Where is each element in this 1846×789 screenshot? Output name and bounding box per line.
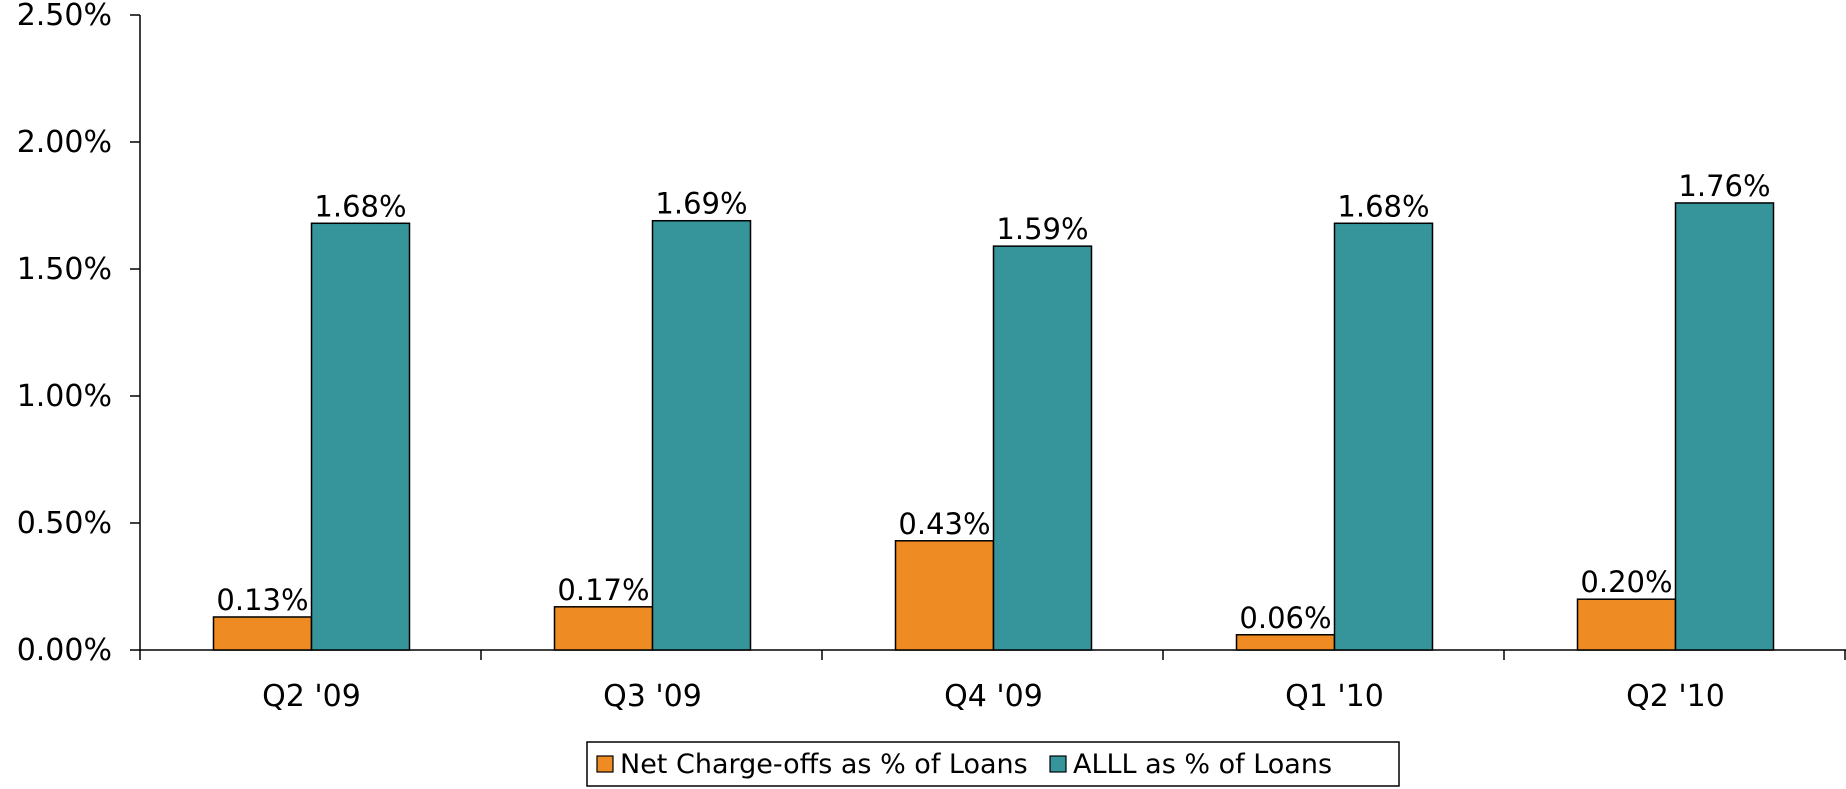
data-labels: 0.13% 1.68% 0.17% 1.69% 0.43% 1.59% 0.06% 1.68%… bbox=[216, 169, 1770, 635]
x-tick-label: Q3 '09 bbox=[603, 679, 702, 714]
bar-alll bbox=[310, 222, 411, 651]
data-label: 0.17% bbox=[557, 573, 649, 607]
data-label: 0.20% bbox=[1580, 565, 1672, 599]
x-tick-label: Q2 '10 bbox=[1626, 679, 1725, 714]
y-tick-label: 2.00% bbox=[17, 125, 112, 160]
x-tick-label: Q1 '10 bbox=[1285, 679, 1384, 714]
x-tick-label: Q2 '09 bbox=[262, 679, 361, 714]
data-label: 0.43% bbox=[898, 507, 990, 541]
y-tick-label: 1.00% bbox=[17, 379, 112, 414]
data-label: 1.68% bbox=[314, 189, 406, 223]
bar-alll bbox=[992, 245, 1093, 651]
y-tick-label: 2.50% bbox=[17, 0, 112, 33]
bar-net-charge-offs bbox=[1235, 634, 1336, 651]
data-label: 1.69% bbox=[655, 187, 747, 221]
y-tick-label: 0.50% bbox=[17, 506, 112, 541]
legend-label: Net Charge-offs as % of Loans bbox=[620, 749, 1028, 780]
data-label: 1.68% bbox=[1337, 189, 1429, 223]
y-tick-label: 1.50% bbox=[17, 252, 112, 287]
y-axis: 0.00% 0.50% 1.00% 1.50% 2.00% 2.50% bbox=[17, 0, 141, 668]
bars bbox=[212, 202, 1775, 651]
legend-label: ALLL as % of Loans bbox=[1073, 749, 1332, 780]
bar-net-charge-offs bbox=[212, 616, 313, 651]
x-tick-label: Q4 '09 bbox=[944, 679, 1043, 714]
y-tick-label: 0.00% bbox=[17, 633, 112, 668]
bar-alll bbox=[651, 219, 752, 651]
legend-swatch-alll bbox=[1049, 755, 1067, 773]
legend-box bbox=[586, 741, 1400, 787]
legend-swatch-net-charge-offs bbox=[596, 755, 614, 773]
bar-alll bbox=[1333, 222, 1434, 651]
data-label: 0.13% bbox=[216, 583, 308, 617]
data-label: 1.76% bbox=[1678, 169, 1770, 203]
bar-alll bbox=[1674, 202, 1775, 651]
bar-net-charge-offs bbox=[553, 606, 654, 651]
legend: Net Charge-offs as % of Loans ALLL as % o… bbox=[586, 741, 1400, 787]
data-label: 0.06% bbox=[1239, 601, 1331, 635]
bar-net-charge-offs bbox=[894, 540, 995, 651]
data-label: 1.59% bbox=[996, 212, 1088, 246]
bar-net-charge-offs bbox=[1576, 598, 1677, 651]
x-axis: Q2 '09 Q3 '09 Q4 '09 Q1 '10 Q2 '10 bbox=[139, 649, 1846, 714]
